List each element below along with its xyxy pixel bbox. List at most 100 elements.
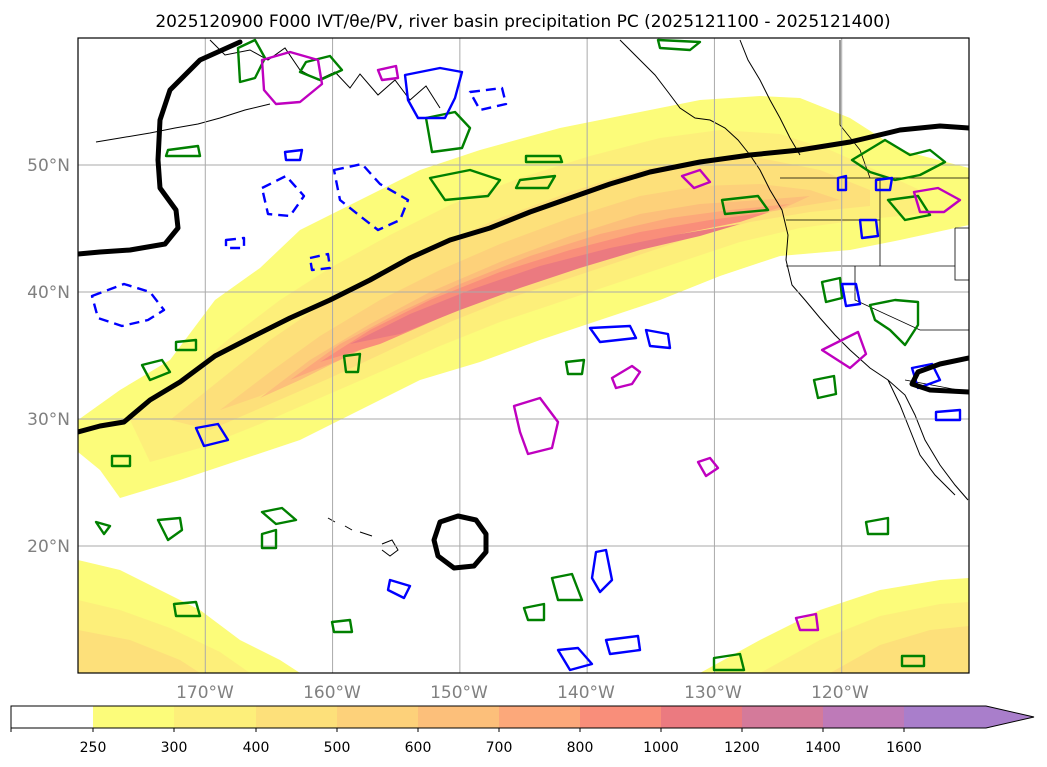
border-alberta-bc (839, 40, 871, 179)
green-contour-c6 (260, 506, 298, 526)
blue-contour-b6 (874, 176, 894, 192)
green-contour-a2 (298, 54, 344, 82)
blue-contour-dashed-1 (332, 162, 410, 232)
black-contour-jet-axis (78, 123, 969, 435)
blue-contour-a4 (644, 328, 672, 350)
colorbar-label: 800 (567, 740, 594, 756)
blue-contour-dashed-3 (90, 282, 166, 328)
colorbar-outline (10, 705, 1035, 729)
coastline-bc (739, 39, 801, 156)
blue-contour-a5 (194, 422, 230, 448)
lon-label: 140°W (557, 683, 615, 703)
colorbar-segment (499, 706, 580, 728)
coastline-aleutians (95, 103, 271, 143)
longitude-labels: 170°W 160°W 150°W 140°W 130°W 120°W (176, 683, 869, 703)
blue-contour-b1 (836, 174, 848, 192)
blue-contour-dashed-5 (224, 236, 246, 250)
green-contour-a4 (428, 168, 502, 202)
magenta-contour-2 (512, 396, 560, 456)
blue-contours (90, 66, 962, 672)
magenta-contour-8 (794, 612, 820, 632)
coastline-us-west (749, 154, 969, 501)
colorbar-label: 250 (80, 740, 107, 756)
ivt-band (320, 212, 770, 362)
colorbar-label: 600 (405, 740, 432, 756)
green-contour-c11 (522, 602, 546, 622)
black-contour-arc-north (78, 39, 243, 257)
map-frame (77, 37, 970, 674)
colorbar-label: 1200 (724, 740, 760, 756)
lat-label: 30°N (27, 410, 70, 430)
lon-label: 130°W (684, 683, 742, 703)
lon-label: 150°W (430, 683, 488, 703)
colorbar-segment (93, 706, 174, 728)
magenta-contour-7 (912, 186, 962, 214)
magenta-contour-4 (696, 456, 720, 478)
black-contours (78, 39, 969, 571)
blue-contour-a1 (403, 66, 464, 120)
magenta-contour-6 (820, 330, 868, 370)
colorbar-label: 300 (161, 740, 188, 756)
blue-contour-a6 (386, 578, 412, 600)
green-contour-c2 (174, 338, 198, 352)
green-contour-a6 (524, 154, 564, 164)
colorbar-segment (337, 706, 418, 728)
colorbar-label: 500 (324, 740, 351, 756)
green-contour-b4 (868, 298, 920, 347)
colorbar-label: 1600 (886, 740, 922, 756)
colorbar-segment (256, 706, 337, 728)
green-contour-c13 (864, 516, 890, 536)
colorbar-label: 400 (243, 740, 270, 756)
green-contours (94, 38, 947, 672)
plot-title: 2025120900 F000 IVT/θe/PV, river basin p… (155, 12, 890, 32)
green-contour-c7 (260, 528, 278, 550)
green-contour-c9 (330, 618, 354, 634)
green-contour-c14 (900, 654, 926, 668)
blue-contour-a7 (590, 548, 614, 594)
green-contour-c1 (140, 358, 172, 382)
green-contour-c5 (94, 520, 112, 536)
colorbar-segment (742, 706, 823, 728)
blue-contour-a3 (588, 324, 638, 344)
colorbar-segment (11, 706, 93, 728)
blue-contour-b4 (934, 408, 962, 422)
green-contour-a3 (424, 110, 472, 154)
green-contour-b3 (886, 194, 932, 222)
green-contour-c15 (564, 358, 586, 376)
map-area (78, 38, 969, 673)
colorbar-extend-arrow (986, 706, 1034, 728)
green-contour-b6 (812, 374, 838, 400)
lon-label: 160°W (303, 683, 361, 703)
colorbar-segment (418, 706, 499, 728)
green-contour-b1 (720, 194, 770, 216)
green-contour-c4 (156, 516, 184, 542)
colorbar-labels: 250 300 400 500 600 700 800 1000 1200 14… (80, 740, 922, 756)
latitude-labels: 50°N 40°N 30°N 20°N (27, 156, 70, 557)
green-contour-c12 (712, 652, 746, 672)
coastline-alaska-panhandle (619, 39, 751, 156)
green-contour-b2 (850, 138, 947, 182)
magenta-contour-3 (610, 364, 642, 390)
lat-label: 40°N (27, 283, 70, 303)
lon-label: 120°W (811, 683, 869, 703)
lat-label: 50°N (27, 156, 70, 176)
blue-contour-dashed-4 (468, 86, 508, 112)
colorbar (10, 705, 1035, 732)
blue-contour-a2 (283, 148, 304, 162)
colorbar-label: 1000 (643, 740, 679, 756)
green-contour-a8 (656, 38, 702, 52)
coastline-baja (887, 379, 956, 496)
green-contour-b5 (820, 276, 844, 304)
ivt-band (350, 224, 740, 344)
blue-contour-dashed-6 (308, 252, 332, 272)
magenta-contours (260, 50, 962, 632)
ivt-band (830, 626, 969, 673)
magenta-contour-1 (260, 50, 324, 106)
colorbar-segment (580, 706, 661, 728)
magenta-contour-5 (680, 168, 712, 190)
magenta-contour-9 (376, 64, 400, 82)
green-contour-c16 (342, 352, 362, 374)
blue-contour-b5 (858, 218, 880, 240)
green-contour-a5 (514, 174, 557, 190)
